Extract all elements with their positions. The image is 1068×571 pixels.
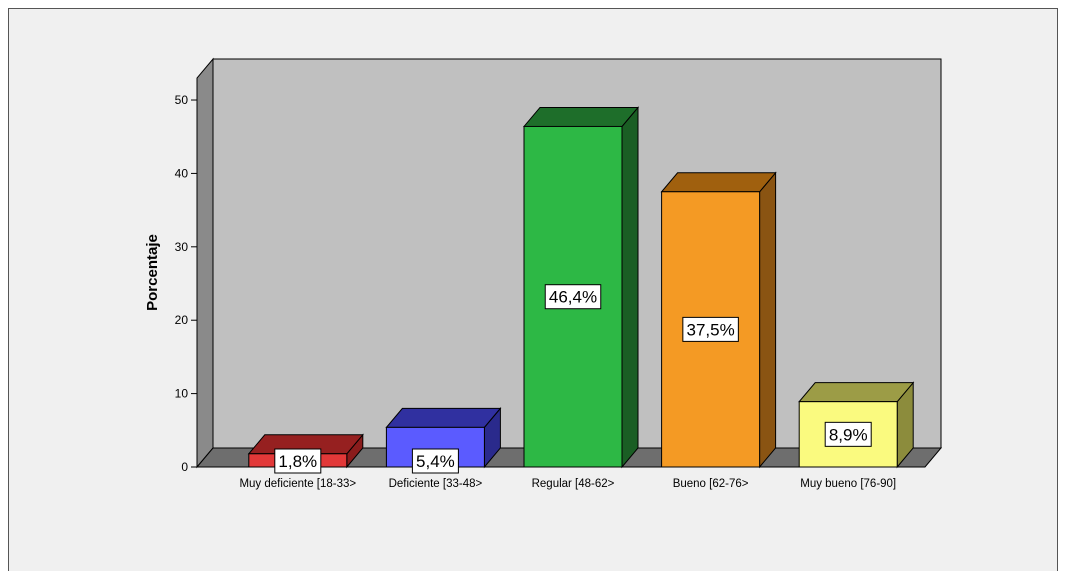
y-tick-label: 30 xyxy=(175,240,189,254)
data-label-box xyxy=(274,448,322,474)
bar-top-3 xyxy=(522,106,640,127)
y-tick-label: 20 xyxy=(175,313,189,327)
data-label: 37,5% xyxy=(686,320,734,339)
y-axis-title: Porcentaje xyxy=(144,234,161,311)
x-category-label: Regular [48-62> xyxy=(532,478,615,490)
bar-top-5 xyxy=(798,382,915,403)
data-label: 1,8% xyxy=(278,452,317,471)
data-label-box xyxy=(682,316,739,342)
y-tick-label: 10 xyxy=(175,387,189,401)
bar-side-3 xyxy=(621,106,639,469)
side-wall xyxy=(196,57,214,469)
data-label: 8,9% xyxy=(829,425,868,444)
data-label: 46,4% xyxy=(549,288,597,307)
bar-side-4 xyxy=(759,171,777,469)
bar-top-2 xyxy=(385,407,502,428)
data-label-box xyxy=(544,284,602,310)
x-category-label: Muy deficiente [18-33> xyxy=(239,478,356,490)
y-tick-label: 40 xyxy=(175,166,189,180)
x-category-label: Deficiente [33-48> xyxy=(389,478,483,490)
data-label-box xyxy=(411,448,459,474)
y-tick-label: 0 xyxy=(181,460,188,474)
x-category-label: Bueno [62-76> xyxy=(673,478,749,490)
bar-top-4 xyxy=(660,172,777,193)
data-label-box xyxy=(824,421,872,447)
data-label: 5,4% xyxy=(416,452,455,471)
y-tick-label: 50 xyxy=(175,93,189,107)
x-category-label: Muy bueno [76-90] xyxy=(800,478,896,490)
